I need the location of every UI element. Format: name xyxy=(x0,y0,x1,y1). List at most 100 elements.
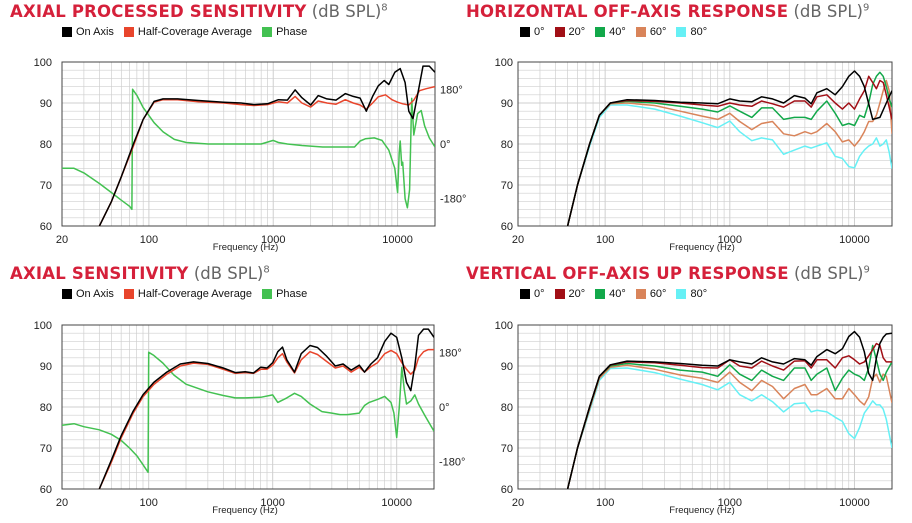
phase-tick-label: 0° xyxy=(439,402,450,414)
y-tick-label: 60 xyxy=(40,221,52,233)
panel-title: HORIZONTAL OFF-AXIS RESPONSE (dB SPL)9 xyxy=(466,2,869,21)
legend-label: Phase xyxy=(276,288,308,300)
legend-label: 0° xyxy=(534,26,545,38)
grid xyxy=(61,324,435,490)
legend-swatch xyxy=(635,27,646,37)
y-tick-label: 70 xyxy=(501,443,513,455)
y-tick-label: 70 xyxy=(501,180,513,192)
x-axis-label: Frequency (Hz) xyxy=(212,505,277,516)
x-tick-label: 10000 xyxy=(839,497,870,509)
legend-label: 40° xyxy=(609,288,626,300)
y-tick-label: 80 xyxy=(40,139,52,151)
panel-title: VERTICAL OFF-AXIS UP RESPONSE (dB SPL)9 xyxy=(466,264,870,283)
legend-swatch xyxy=(635,289,646,299)
x-tick-label: 100 xyxy=(139,497,157,509)
legend-item-20-deg: 20° xyxy=(554,288,585,300)
legend-item-phase: Phase xyxy=(262,288,307,300)
series-line-deg0 xyxy=(566,330,892,489)
x-tick-label: 10000 xyxy=(382,234,413,246)
x-tick-label: 100 xyxy=(596,497,614,509)
x-axis-label: Frequency (Hz) xyxy=(213,242,278,253)
y-tick-label: 90 xyxy=(40,98,52,110)
x-tick-label: 10000 xyxy=(839,234,870,246)
x-tick-label: 20 xyxy=(512,497,524,509)
legend-item-20-deg: 20° xyxy=(554,26,586,38)
axial-sensitivity-panel: AXIAL SENSITIVITY (dB SPL)8 On Axis Half… xyxy=(0,262,465,523)
plot-frame xyxy=(517,324,893,490)
series-line-half_coverage xyxy=(98,85,435,226)
legend-label: 20° xyxy=(568,26,586,38)
y-tick-label: 90 xyxy=(501,98,513,110)
legend-swatch xyxy=(554,289,565,299)
title-text: AXIAL SENSITIVITY xyxy=(10,264,189,283)
legend-label: On Axis xyxy=(76,288,114,300)
legend-swatch xyxy=(554,27,565,37)
series-group xyxy=(566,70,892,226)
legend-label: 0° xyxy=(534,288,545,300)
plot-frame xyxy=(61,324,435,490)
y-tick-label: 100 xyxy=(34,320,52,332)
legend-swatch xyxy=(520,27,530,37)
x-tick-label: 20 xyxy=(56,234,68,246)
legend-label: On Axis xyxy=(76,26,114,38)
legend-swatch xyxy=(595,27,606,37)
y-tick-label: 80 xyxy=(501,139,513,151)
legend-swatch xyxy=(676,27,687,37)
series-line-phase xyxy=(62,351,434,474)
legend-label: 80° xyxy=(690,26,708,38)
plot-frame xyxy=(61,61,436,227)
series-line-deg60 xyxy=(566,364,892,489)
plot-frame xyxy=(517,61,893,227)
y-tick-label: 60 xyxy=(501,221,513,233)
legend-item-0-deg: 0° xyxy=(520,26,545,38)
series-line-deg40 xyxy=(566,344,892,489)
legend-swatch xyxy=(520,289,530,299)
axial-processed-sensitivity-panel: AXIAL PROCESSED SENSITIVITY (dB SPL)8 On… xyxy=(0,0,466,261)
series-line-deg80 xyxy=(566,104,892,226)
legend-item-on-axis: On Axis xyxy=(62,288,114,300)
y-tick-label: 80 xyxy=(40,402,52,414)
legend-item-phase: Phase xyxy=(262,26,307,38)
y-tick-label: 70 xyxy=(40,443,52,455)
legend-item-0-deg: 0° xyxy=(520,288,545,300)
y-tick-label: 100 xyxy=(495,320,513,332)
legend-item-60-deg: 60° xyxy=(635,26,667,38)
y-tick-label: 100 xyxy=(34,57,52,69)
legend-label: 60° xyxy=(649,288,667,300)
horizontal-off-axis-panel: HORIZONTAL OFF-AXIS RESPONSE (dB SPL)9 0… xyxy=(456,0,912,261)
series-line-deg0 xyxy=(566,70,892,226)
legend-item-on-axis: On Axis xyxy=(62,26,114,38)
title-unit: (dB SPL) xyxy=(193,264,264,283)
legend-label: 60° xyxy=(649,26,667,38)
panel-title: AXIAL PROCESSED SENSITIVITY (dB SPL)8 xyxy=(10,2,388,21)
phase-tick-label: 180° xyxy=(440,84,463,96)
legend-item-half-coverage: Half-Coverage Average xyxy=(123,26,252,38)
legend-label: Half-Coverage Average xyxy=(137,288,253,300)
legend-swatch xyxy=(595,289,606,299)
y-tick-label: 70 xyxy=(40,180,52,192)
phase-tick-label: 0° xyxy=(440,139,451,151)
legend-swatch xyxy=(123,289,134,299)
legend-item-80-deg: 80° xyxy=(676,26,707,38)
legend-item-40-deg: 40° xyxy=(595,288,626,300)
legend-label: Phase xyxy=(276,26,308,38)
vertical-off-axis-up-panel: VERTICAL OFF-AXIS UP RESPONSE (dB SPL)9 … xyxy=(456,262,912,523)
x-axis-label: Frequency (Hz) xyxy=(669,242,734,253)
legend-swatch xyxy=(262,289,273,299)
legend-label: 80° xyxy=(690,288,708,300)
legend: On Axis Half-Coverage Average Phase xyxy=(62,288,307,300)
series-line-half_coverage xyxy=(98,348,434,489)
panel-title: AXIAL SENSITIVITY (dB SPL)8 xyxy=(10,264,270,283)
y-tick-label: 60 xyxy=(501,484,513,496)
y-tick-label: 100 xyxy=(495,57,513,69)
title-unit: (dB SPL) xyxy=(793,2,863,21)
title-footnote: 9 xyxy=(862,2,870,14)
y-tick-label: 80 xyxy=(501,402,513,414)
legend: 0° 20° 40° 60° 80° xyxy=(520,26,707,38)
series-line-on_axis xyxy=(98,65,435,226)
title-text: AXIAL PROCESSED SENSITIVITY xyxy=(10,2,307,21)
series-line-deg80 xyxy=(566,367,892,489)
y-tick-label: 60 xyxy=(40,484,52,496)
